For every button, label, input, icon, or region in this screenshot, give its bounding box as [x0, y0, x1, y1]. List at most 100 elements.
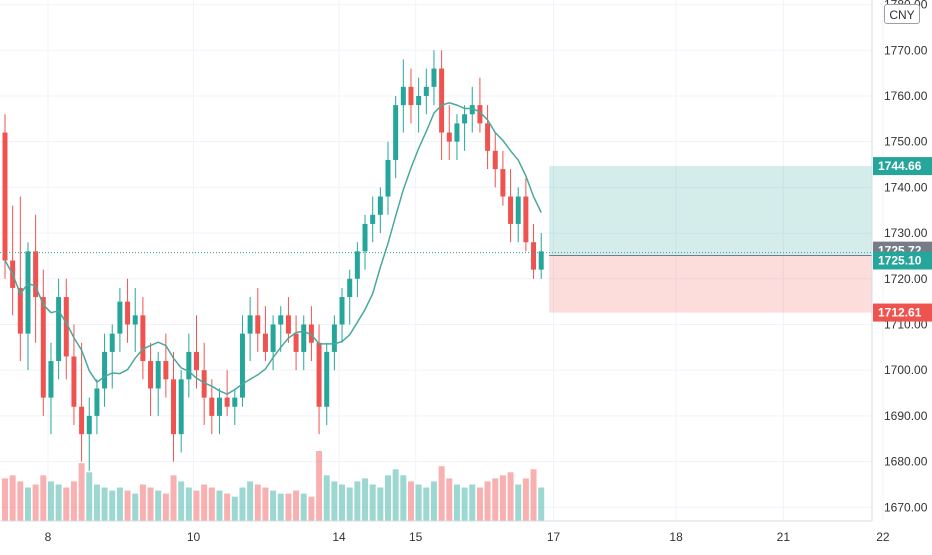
- candle-body: [362, 223, 368, 252]
- candle-body: [354, 251, 360, 279]
- volume-bar: [78, 463, 85, 521]
- candle-body: [155, 361, 161, 389]
- candle-body: [515, 196, 521, 224]
- volume-bar: [461, 487, 468, 521]
- volume-bar: [423, 487, 430, 521]
- volume-bar: [362, 478, 369, 521]
- candle: [186, 333, 192, 398]
- candle-body: [17, 287, 23, 334]
- candle: [125, 278, 131, 343]
- candle: [109, 324, 115, 389]
- candle-body: [232, 397, 238, 407]
- candle-body: [178, 379, 184, 435]
- candle-body: [247, 315, 253, 334]
- candle-body: [285, 315, 291, 334]
- candle: [339, 287, 345, 343]
- x-tick-label: 22: [876, 530, 890, 544]
- currency-badge[interactable]: CNY: [884, 4, 920, 24]
- candle: [209, 379, 215, 435]
- candle: [63, 278, 69, 380]
- candle: [462, 105, 468, 151]
- volume-bar: [262, 487, 269, 521]
- volume-bar: [308, 496, 315, 521]
- candle-body: [56, 297, 62, 362]
- volume-bar: [538, 487, 545, 521]
- candle-body: [86, 415, 92, 435]
- volume-bar: [208, 487, 215, 521]
- candle-body: [308, 324, 314, 343]
- volume-bar: [17, 481, 24, 521]
- candle-body: [293, 333, 299, 352]
- candle: [33, 214, 39, 343]
- y-tick-label: 1670.00: [884, 500, 928, 514]
- price-label-target: 1744.66: [873, 157, 932, 176]
- volume-bar: [369, 484, 376, 521]
- position-zones: [549, 166, 872, 313]
- x-tick-label: 15: [409, 530, 423, 544]
- candle: [469, 86, 475, 133]
- volume-bar: [239, 487, 246, 521]
- volume-bar: [522, 478, 529, 521]
- volume-bar: [331, 481, 338, 521]
- price-label-stop: 1712.61: [873, 303, 932, 322]
- volume-bar: [193, 490, 200, 521]
- candle-body: [148, 361, 154, 389]
- candle-body: [102, 351, 108, 389]
- candle: [400, 59, 406, 133]
- volume-bar: [109, 490, 116, 521]
- candle: [48, 342, 54, 435]
- candle: [416, 77, 422, 133]
- candle-body: [331, 324, 337, 352]
- candle: [194, 315, 199, 389]
- candle: [293, 315, 299, 371]
- candle: [239, 315, 245, 407]
- candle-body: [140, 315, 146, 362]
- candle-body: [508, 196, 514, 224]
- price-label-text: 1725.10: [878, 253, 922, 267]
- candle: [370, 196, 376, 243]
- candle-body: [109, 333, 115, 352]
- candle: [408, 68, 414, 124]
- candle-body: [40, 297, 46, 398]
- volume-bar: [224, 493, 231, 521]
- x-tick-label: 17: [547, 530, 561, 544]
- volume-bar: [201, 484, 208, 521]
- candle: [201, 342, 207, 426]
- volume-bar: [40, 475, 47, 521]
- candle: [523, 178, 529, 252]
- candle: [102, 333, 108, 407]
- volume-bar: [285, 493, 292, 521]
- candle-body: [255, 315, 261, 334]
- volume-bar: [316, 451, 323, 521]
- candle: [377, 187, 383, 234]
- volume-bar: [377, 487, 384, 521]
- volume-bar: [185, 487, 192, 521]
- candle: [25, 242, 31, 371]
- candle-body: [216, 397, 222, 416]
- candle: [301, 315, 307, 371]
- volume-bar: [277, 493, 284, 521]
- candle-body: [454, 123, 460, 142]
- candle: [362, 214, 368, 270]
- candle: [515, 187, 521, 243]
- y-tick-label: 1750.00: [884, 135, 928, 149]
- x-tick-label: 10: [187, 530, 201, 544]
- x-tick-label: 21: [777, 530, 791, 544]
- volume-bar: [446, 478, 453, 521]
- candle-body: [485, 123, 491, 151]
- y-tick-label: 1770.00: [884, 43, 928, 57]
- volume-bar: [515, 484, 522, 521]
- candle: [331, 315, 337, 371]
- volume-bar: [270, 490, 277, 521]
- volume-bar: [63, 487, 70, 521]
- candle-body: [278, 315, 284, 325]
- candle: [393, 95, 399, 179]
- candle-body: [262, 333, 268, 352]
- volume-bar: [132, 493, 139, 521]
- candle-body: [209, 397, 215, 416]
- volume-bar: [139, 484, 146, 521]
- candle: [140, 297, 146, 380]
- candle: [40, 269, 46, 416]
